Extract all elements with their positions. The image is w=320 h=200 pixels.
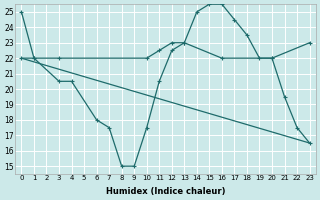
X-axis label: Humidex (Indice chaleur): Humidex (Indice chaleur) <box>106 187 225 196</box>
